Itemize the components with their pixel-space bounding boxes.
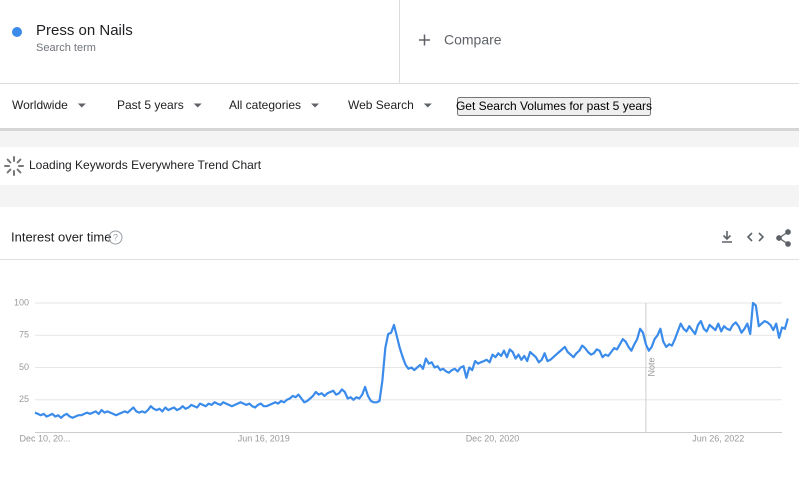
x-tick-label: Jun 26, 2022 bbox=[692, 433, 744, 443]
note-label: Note bbox=[646, 357, 656, 376]
embed-icon[interactable] bbox=[746, 232, 765, 242]
share-icon[interactable] bbox=[776, 229, 791, 247]
dropdown-arrow[interactable] bbox=[423, 103, 432, 108]
x-tick-label: Dec 20, 2020 bbox=[466, 433, 520, 443]
filter-bar: Worldwide Past 5 years All categories Web S… bbox=[12, 98, 432, 112]
y-tick-label: 100 bbox=[14, 297, 29, 307]
compare[interactable]: Compare bbox=[444, 32, 502, 48]
dropdown-arrow[interactable] bbox=[193, 103, 202, 108]
x-tick-label: Jun 16, 2019 bbox=[238, 433, 290, 443]
term-label[interactable]: Press on Nails bbox=[36, 22, 133, 39]
y-tick-label: 50 bbox=[19, 362, 29, 372]
y-tick-label: 75 bbox=[19, 330, 29, 340]
help-icon[interactable] bbox=[108, 230, 123, 245]
shadow bbox=[0, 128, 799, 131]
plus-icon[interactable] bbox=[419, 34, 430, 46]
plot: 25 50 75 100 Dec 10, 20... Jun 16, 2019 Dec 20… bbox=[14, 297, 789, 443]
loading-text: Loading Keywords Everywhere Trend Chart bbox=[29, 158, 262, 172]
filter-label[interactable]: All categories bbox=[229, 98, 301, 112]
trend-line bbox=[34, 301, 789, 419]
y-tick-label: 25 bbox=[19, 394, 29, 404]
card-title: Interest over time bbox=[11, 229, 111, 244]
term-dot bbox=[12, 27, 22, 37]
button[interactable] bbox=[457, 97, 651, 116]
band bbox=[0, 131, 799, 147]
help-mark: ? bbox=[113, 232, 118, 242]
band bbox=[0, 185, 799, 207]
term-sublabel: Search term bbox=[36, 42, 96, 54]
filter-label[interactable]: Past 5 years bbox=[117, 98, 184, 112]
dropdown-arrow[interactable] bbox=[311, 103, 320, 108]
button-label[interactable]: Get Search Volumes for past 5 years bbox=[456, 99, 652, 113]
x-tick-label: Dec 10, 20... bbox=[19, 433, 70, 443]
filter-label[interactable]: Worldwide bbox=[12, 98, 68, 112]
spinner bbox=[4, 156, 24, 176]
download-icon[interactable] bbox=[722, 231, 732, 243]
filter-label[interactable]: Web Search bbox=[348, 98, 414, 112]
dropdown-arrow[interactable] bbox=[77, 103, 86, 108]
